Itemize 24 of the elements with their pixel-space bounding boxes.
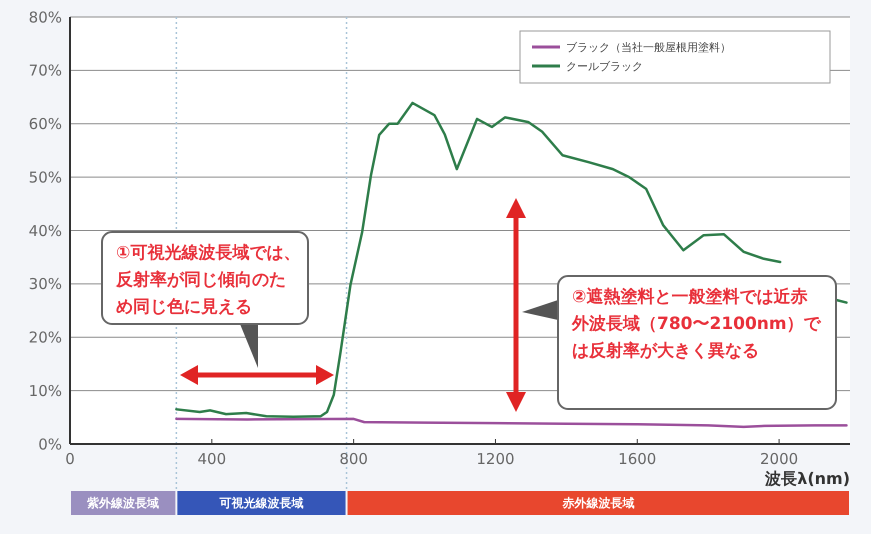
y-tick-label: 20% [28, 328, 62, 346]
y-tick-label: 40% [28, 222, 62, 240]
text: 可視光線波長域 [218, 496, 304, 510]
y-tick-label: 0% [38, 435, 62, 454]
x-tick-label: 1600 [618, 450, 656, 468]
legend-label: クールブラック [566, 60, 643, 73]
x-tick-label: 2000 [760, 450, 798, 468]
x-tick-label: 0 [65, 450, 75, 468]
text: 紫外線波長域 [86, 496, 160, 510]
x-axis-title: 波長λ(nm) [764, 469, 850, 488]
annotation: ①可視光線波長域では、反射率が同じ傾向のため同じ色に見える [115, 243, 300, 317]
x-tick-label: 1200 [476, 450, 515, 468]
y-tick-label: 30% [28, 275, 62, 294]
y-tick-label: 60% [28, 115, 62, 133]
x-tick-label: 800 [339, 450, 368, 468]
text: 赤外線波長域 [561, 496, 634, 510]
y-tick-label: 70% [28, 62, 62, 80]
annotation: ②遮熱塗料と一般塗料では近赤外波長域（780〜2100nm）では反射率が大きく異なる [571, 287, 822, 361]
line-series [175, 418, 848, 428]
y-tick-label: 50% [28, 168, 62, 186]
y-tick-label: 10% [28, 382, 62, 400]
legend-label: ブラック（当社一般屋根用塗料） [566, 40, 731, 54]
x-tick-label: 400 [198, 450, 226, 468]
y-tick-label: 80% [28, 8, 62, 26]
